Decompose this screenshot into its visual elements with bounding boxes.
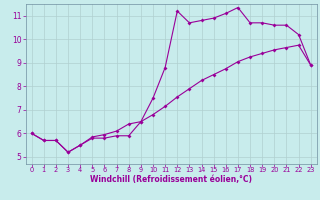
- X-axis label: Windchill (Refroidissement éolien,°C): Windchill (Refroidissement éolien,°C): [90, 175, 252, 184]
